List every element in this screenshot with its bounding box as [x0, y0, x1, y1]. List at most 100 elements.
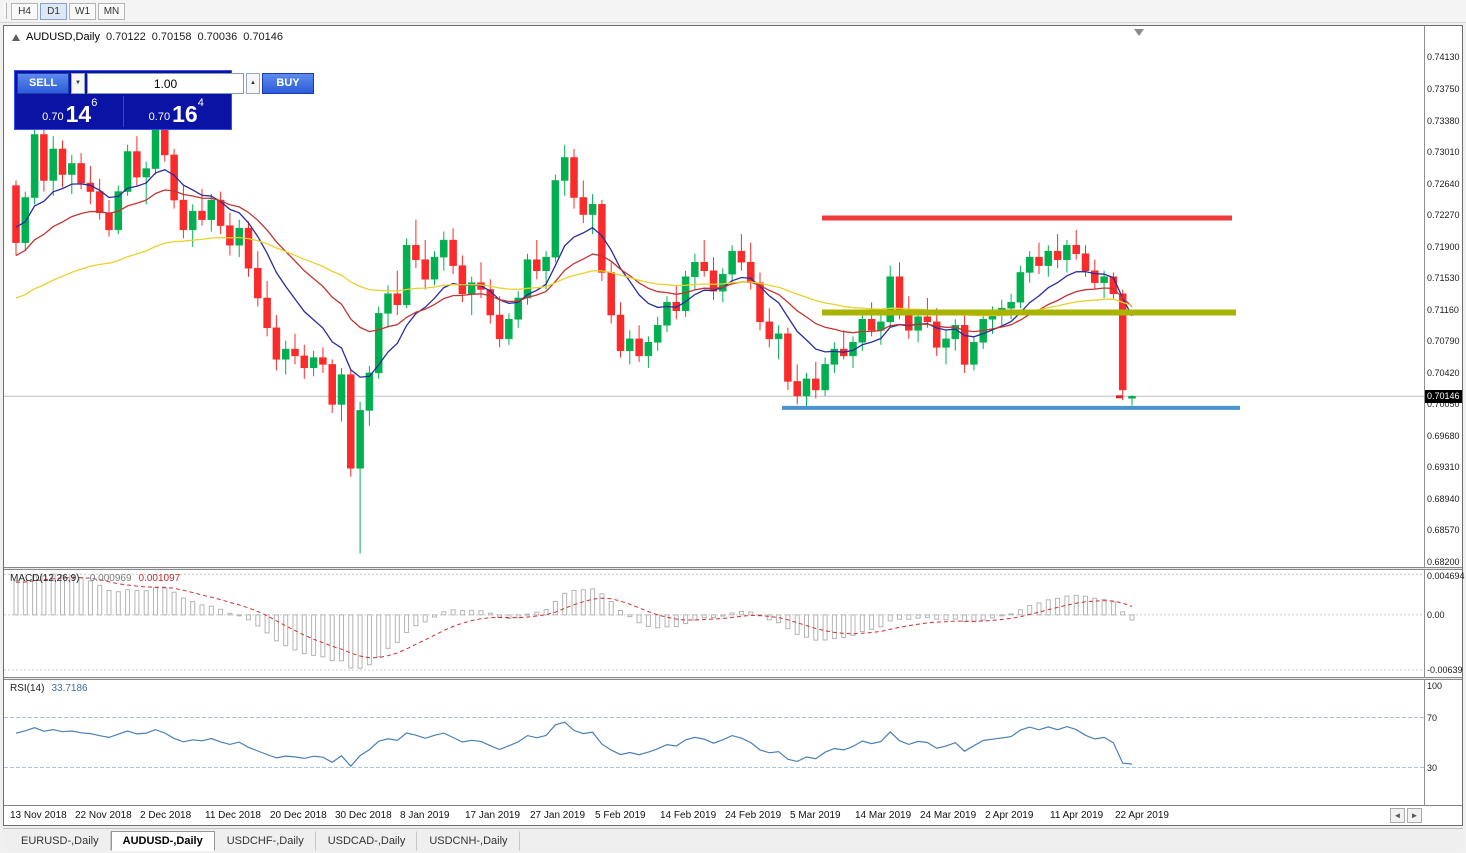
- chart-tab-usdcnh[interactable]: USDCNH-,Daily: [417, 831, 520, 851]
- macd-axis-label: 0.004694: [1427, 571, 1465, 581]
- sell-price-pip: 6: [91, 97, 98, 109]
- chart-tab-audusd[interactable]: AUDUSD-,Daily: [110, 831, 215, 851]
- price-axis-label: 0.70050: [1427, 399, 1460, 410]
- timeframe-buttons: H4 D1 W1 MN: [11, 2, 125, 20]
- macd-axis-label: -0.00639: [1427, 665, 1463, 675]
- date-label: 30 Dec 2018: [335, 810, 392, 821]
- date-label: 22 Nov 2018: [75, 810, 132, 821]
- chart-shift-marker[interactable]: [1134, 29, 1144, 36]
- price-axis-label: 0.71900: [1427, 241, 1460, 252]
- rsi-axis[interactable]: 100 70 30: [1424, 680, 1462, 805]
- price-axis-label: 0.70790: [1427, 336, 1460, 347]
- rsi-axis-label: 100: [1427, 681, 1443, 691]
- price-axis-label: 0.71160: [1427, 304, 1459, 315]
- price-axis-label: 0.70420: [1427, 367, 1460, 378]
- rsi-header: RSI(14) 33.7186: [10, 683, 88, 694]
- chart-tab-eurusd[interactable]: EURUSD-,Daily: [9, 831, 111, 851]
- date-label: 2 Dec 2018: [140, 810, 192, 821]
- price-axis-label: 0.71530: [1427, 273, 1460, 284]
- pane-splitter-rsi[interactable]: [4, 677, 1462, 680]
- buy-price-display: 0.70 16 4: [124, 96, 230, 127]
- timeframe-button-d1[interactable]: D1: [40, 2, 67, 20]
- chart-scroll-buttons: ◄ ►: [1390, 808, 1422, 823]
- date-label: 5 Mar 2019: [790, 810, 841, 821]
- date-label: 2 Apr 2019: [985, 810, 1034, 821]
- date-label: 27 Jan 2019: [530, 810, 586, 821]
- price-axis-label: 0.72270: [1427, 210, 1460, 221]
- macd-axis-label: 0.00: [1427, 609, 1445, 620]
- buy-price-prefix: 0.70: [148, 111, 171, 123]
- macd-axis[interactable]: 0.004694 0.00 -0.00639: [1424, 570, 1465, 677]
- rsi-title: RSI(14): [10, 683, 45, 694]
- date-label: 13 Nov 2018: [10, 810, 67, 821]
- rsi-axis-label: 70: [1427, 712, 1438, 723]
- date-label: 22 Apr 2019: [1115, 810, 1169, 821]
- timeframe-button-mn[interactable]: MN: [98, 2, 125, 20]
- timeframe-toolbar: H4 D1 W1 MN: [0, 0, 1466, 23]
- ohlc-high-value: 0.70158: [151, 31, 192, 43]
- volume-increase-button[interactable]: ▲: [246, 73, 260, 94]
- volume-decrease-button[interactable]: ▼: [71, 73, 85, 94]
- timeframe-button-w1[interactable]: W1: [69, 2, 96, 20]
- chart-header: AUDUSD,Daily 0.70122 0.70158 0.70036 0.7…: [12, 31, 283, 43]
- main-chart-pane: 0.70146 0.74130 0.73750 0.73380 0.73010 0.72…: [4, 26, 1462, 567]
- chart-symbol-label: AUDUSD,Daily: [26, 31, 100, 43]
- price-axis-label: 0.68570: [1427, 525, 1460, 536]
- price-axis-label: 0.73010: [1427, 147, 1460, 158]
- date-label: 20 Dec 2018: [270, 810, 327, 821]
- macd-title: MACD(12,26,9): [10, 573, 80, 584]
- toolbar-grip[interactable]: [4, 3, 7, 19]
- rsi-pane: 100 70 30 RSI(14) 33.7186: [4, 680, 1462, 805]
- sell-price-big: 14: [65, 101, 92, 127]
- buy-button[interactable]: BUY: [262, 73, 314, 94]
- chart-tab-usdchf[interactable]: USDCHF-,Daily: [215, 831, 316, 851]
- volume-input[interactable]: [87, 73, 244, 94]
- ohlc-close-value: 0.70146: [243, 31, 284, 43]
- scroll-left-button[interactable]: ◄: [1390, 808, 1405, 823]
- candlestick-chart[interactable]: [4, 26, 1424, 567]
- pane-splitter-macd[interactable]: [4, 567, 1462, 570]
- one-click-trading-panel: SELL ▼ ▲ BUY 0.70 14 6 0.70 16 4: [14, 70, 314, 130]
- rsi-axis-label: 30: [1427, 762, 1438, 773]
- chart-tab-bar: EURUSD-,Daily AUDUSD-,Daily USDCHF-,Daily U…: [3, 828, 1463, 851]
- date-label: 24 Feb 2019: [725, 810, 782, 821]
- price-axis-label: 0.72640: [1427, 178, 1460, 189]
- price-axis-label: 0.69310: [1427, 462, 1460, 473]
- chart-window: 0.70146 0.74130 0.73750 0.73380 0.73010 0.72…: [3, 25, 1465, 826]
- price-axis-label: 0.73750: [1427, 84, 1460, 95]
- current-price-badge: 0.70146: [1425, 390, 1462, 404]
- macd-pane: 0.004694 0.00 -0.00639 MACD(12,26,9) -0.00…: [4, 570, 1465, 677]
- scroll-right-button[interactable]: ►: [1407, 808, 1422, 823]
- date-label: 11 Dec 2018: [205, 810, 261, 821]
- price-axis-label: 0.69680: [1427, 430, 1460, 441]
- price-axis[interactable]: 0.70146 0.74130 0.73750 0.73380 0.73010 0.72…: [1424, 26, 1462, 567]
- date-label: 24 Mar 2019: [920, 810, 977, 821]
- ohlc-open-value: 0.70122: [105, 31, 146, 43]
- date-label: 14 Mar 2019: [855, 810, 912, 821]
- buy-price-big: 16: [172, 101, 198, 127]
- buy-price-pip: 4: [197, 97, 204, 109]
- date-label: 11 Apr 2019: [1050, 810, 1104, 821]
- macd-chart[interactable]: [4, 570, 1424, 677]
- ohlc-low-value: 0.70036: [197, 31, 238, 43]
- timeframe-button-h4[interactable]: H4: [11, 2, 38, 20]
- chart-tab-usdcad[interactable]: USDCAD-,Daily: [316, 831, 418, 851]
- rsi-chart[interactable]: [4, 680, 1424, 805]
- price-axis-label: 0.68200: [1427, 556, 1460, 567]
- rsi-value: 33.7186: [51, 683, 88, 694]
- macd-signal-value: 0.001097: [138, 573, 181, 584]
- chart-icon: [12, 33, 20, 41]
- date-label: 14 Feb 2019: [660, 810, 717, 821]
- date-label: 5 Feb 2019: [595, 810, 646, 821]
- sell-price-display: 0.70 14 6: [17, 96, 124, 127]
- price-axis-label: 0.74130: [1427, 51, 1460, 62]
- date-label: 17 Jan 2019: [465, 810, 521, 821]
- time-axis[interactable]: 13 Nov 2018 22 Nov 2018 2 Dec 2018 11 Dec 2…: [4, 805, 1462, 825]
- macd-header: MACD(12,26,9) -0.000969 0.001097: [10, 573, 180, 584]
- sell-price-prefix: 0.70: [42, 111, 64, 123]
- price-axis-label: 0.73380: [1427, 115, 1460, 126]
- sell-button[interactable]: SELL: [17, 73, 69, 94]
- price-axis-label: 0.68940: [1427, 493, 1460, 504]
- macd-main-value: -0.000969: [86, 573, 132, 584]
